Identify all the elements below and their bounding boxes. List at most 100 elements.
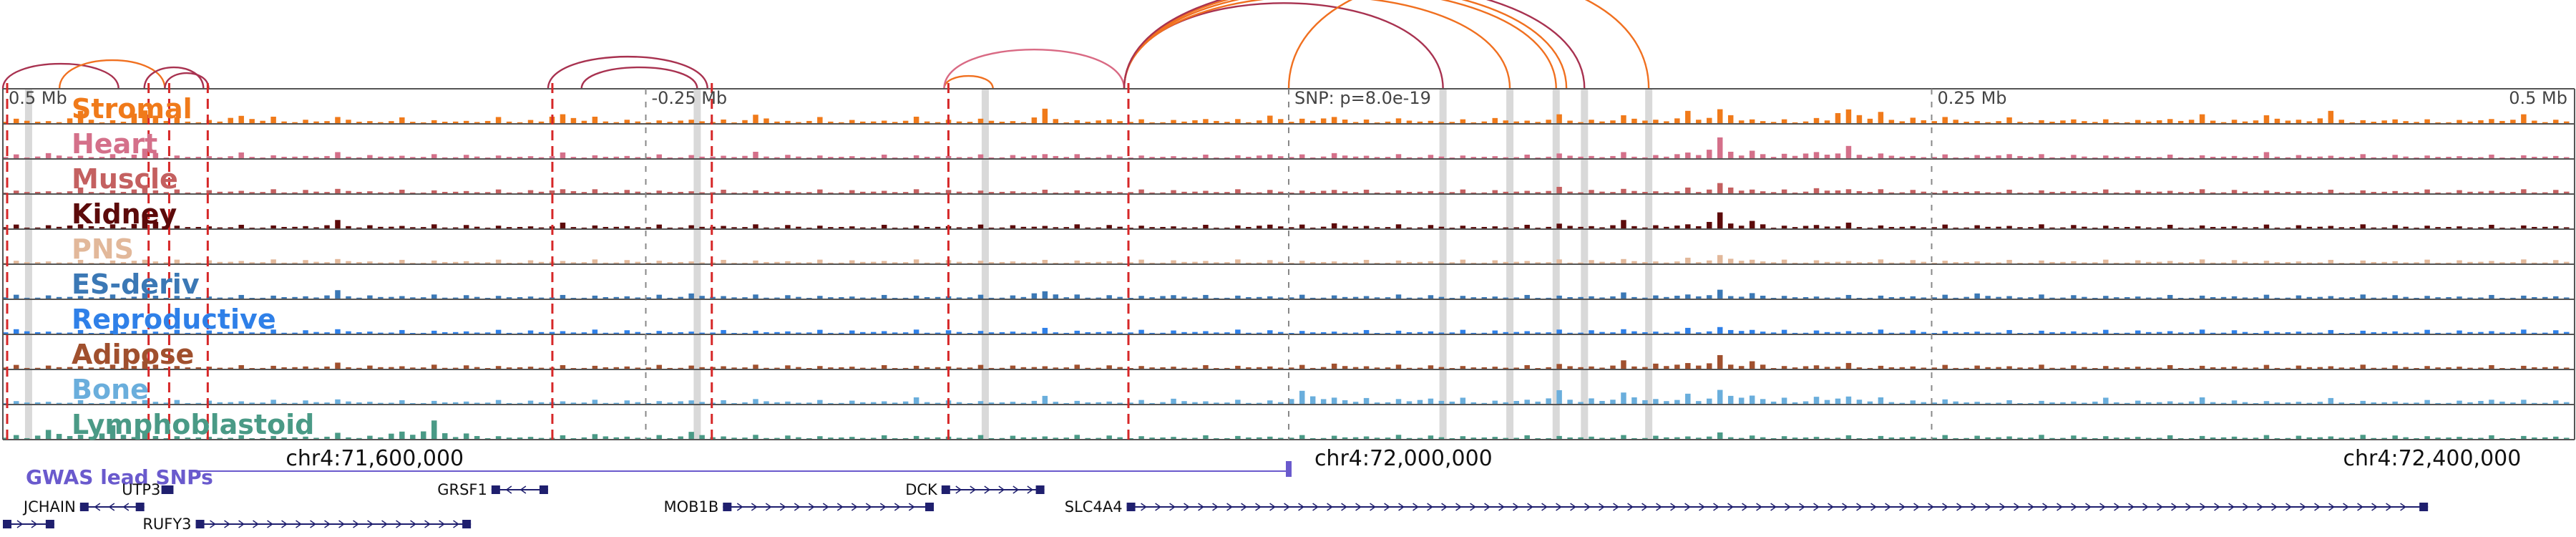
signal-bar <box>2039 224 2044 229</box>
signal-bar <box>1899 192 1906 194</box>
signal-bar <box>3 367 9 369</box>
signal-bar <box>303 120 308 124</box>
signal-bar <box>1299 261 1305 264</box>
signal-bar <box>228 117 233 124</box>
signal-bar <box>602 262 609 264</box>
signal-bar <box>935 332 941 334</box>
signal-bar <box>1717 326 1723 334</box>
signal-bar <box>1020 402 1027 405</box>
signal-bar <box>796 402 801 405</box>
signal-bar <box>1438 192 1445 194</box>
signal-bar <box>474 156 480 159</box>
signal-bar <box>2146 402 2152 405</box>
strand-arrow <box>1441 503 1448 511</box>
signal-bar <box>2210 120 2216 124</box>
signal-bar <box>1738 155 1745 159</box>
signal-bar <box>1481 332 1488 334</box>
signal-bar <box>2285 332 2291 334</box>
signal-bar <box>656 294 662 299</box>
signal-bar <box>699 262 705 264</box>
signal-bar <box>699 367 705 369</box>
signal-bar <box>892 402 898 405</box>
signal-bar <box>870 437 877 440</box>
signal-bar <box>2199 365 2205 369</box>
signal-bar <box>1760 332 1766 334</box>
signal-bar <box>549 156 555 159</box>
signal-bar <box>1792 332 1798 334</box>
signal-bar <box>1481 262 1488 264</box>
strand-arrow <box>210 520 216 528</box>
signal-bar <box>924 296 930 299</box>
signal-bar <box>1320 399 1327 405</box>
signal-bar <box>1899 402 1906 405</box>
link-arc-6 <box>943 74 994 90</box>
signal-bar <box>2435 437 2441 440</box>
signal-bar <box>2071 365 2077 369</box>
signal-bar <box>2478 297 2484 299</box>
signal-bar <box>828 121 834 124</box>
signal-bar <box>806 402 812 405</box>
strand-arrow <box>267 520 273 528</box>
signal-bar <box>1278 437 1284 440</box>
signal-bar <box>2532 332 2537 334</box>
signal-bar <box>1513 400 1519 405</box>
signal-bar <box>463 225 469 229</box>
signal-bar <box>602 367 609 369</box>
signal-bar <box>131 331 137 334</box>
signal-bar <box>367 402 373 405</box>
signal-bar <box>913 189 919 194</box>
signal-bar <box>2071 401 2077 405</box>
signal-bar <box>1664 401 1669 405</box>
signal-bar <box>2317 192 2323 194</box>
signal-bar <box>495 226 502 229</box>
signal-bar <box>2114 192 2119 194</box>
signal-bar <box>88 297 94 299</box>
signal-bar <box>913 259 919 264</box>
signal-bar <box>1535 332 1541 334</box>
signal-bar <box>1428 261 1434 264</box>
signal-bar <box>13 329 19 334</box>
signal-bar <box>1417 227 1423 229</box>
signal-bar <box>1921 157 1927 159</box>
signal-bar <box>495 259 502 264</box>
signal-bar <box>1309 396 1316 405</box>
signal-bar <box>1931 157 1937 159</box>
signal-bar <box>860 121 866 124</box>
signal-bar <box>1610 192 1616 194</box>
signal-bar <box>1438 367 1445 369</box>
signal-bar <box>2263 152 2270 159</box>
signal-bar <box>1749 221 1755 229</box>
signal-bar <box>174 436 180 440</box>
signal-bar <box>1460 119 1466 124</box>
signal-bar <box>2156 297 2162 299</box>
signal-bar <box>313 402 319 405</box>
signal-bar <box>1053 367 1059 369</box>
signal-bar <box>656 224 662 229</box>
signal-bar <box>2253 120 2259 124</box>
strand-arrow <box>1212 503 1219 511</box>
signal-bar <box>1824 400 1830 405</box>
signal-bar <box>1707 221 1712 229</box>
signal-bar <box>2188 120 2195 124</box>
signal-bar <box>1642 437 1648 440</box>
signal-bar <box>1428 120 1434 124</box>
signal-bar <box>324 225 330 229</box>
signal-bar <box>721 189 726 194</box>
signal-bar <box>292 437 298 440</box>
signal-bar <box>238 331 244 334</box>
signal-bar <box>860 367 866 369</box>
signal-bar <box>1749 361 1755 369</box>
signal-bar <box>1181 191 1187 194</box>
gene-exon <box>462 520 472 528</box>
signal-bar <box>763 227 769 229</box>
signal-bar <box>356 191 362 194</box>
signal-bar <box>1428 155 1434 159</box>
signal-bar <box>1631 397 1637 405</box>
signal-bar <box>2381 227 2387 229</box>
track-es-deriv <box>3 263 2575 299</box>
signal-bar <box>2156 157 2162 159</box>
signal-bar <box>2263 331 2270 334</box>
signal-bar <box>2424 226 2430 229</box>
signal-bar <box>1289 227 1294 229</box>
signal-bar <box>452 367 459 369</box>
